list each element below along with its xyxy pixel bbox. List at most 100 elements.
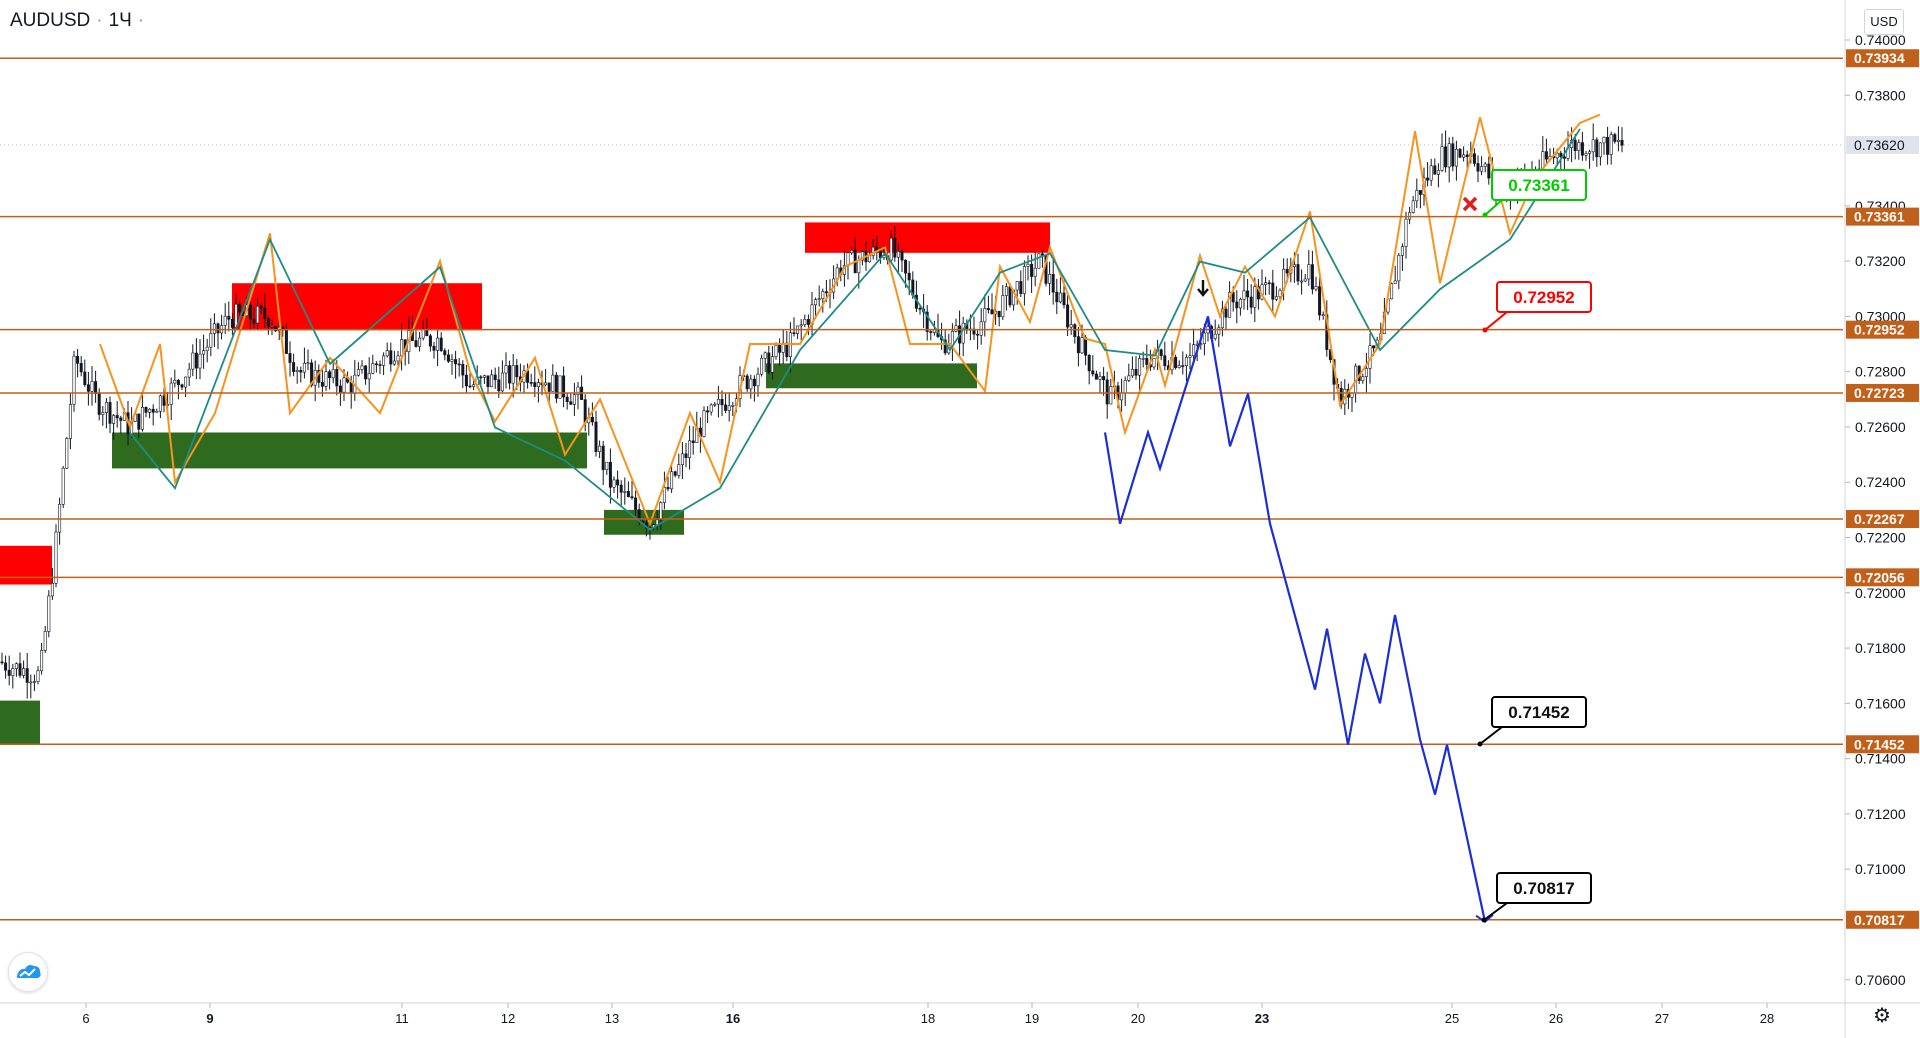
candle-body — [450, 359, 454, 362]
candle-body — [1008, 286, 1012, 306]
candle-body — [544, 382, 548, 386]
price-tick-label: 0.71200 — [1855, 806, 1906, 822]
price-tick-label: 0.72400 — [1855, 474, 1906, 490]
candle-body — [511, 365, 515, 384]
callout-pointer — [1479, 726, 1503, 745]
candle-body — [1087, 354, 1091, 372]
candle-body — [583, 399, 587, 424]
candle-body — [590, 416, 594, 423]
candle-body — [432, 345, 436, 351]
callout-pointer — [1483, 902, 1508, 921]
candle-body — [1544, 151, 1548, 160]
candle-body — [900, 251, 904, 261]
candle-body — [709, 404, 713, 413]
candle-body — [54, 531, 58, 584]
candle-body — [594, 421, 598, 452]
candle-body — [119, 417, 123, 421]
candle-body — [1271, 282, 1275, 300]
candle-body — [1040, 253, 1044, 256]
candle-body — [1458, 148, 1462, 158]
candle-body — [43, 631, 47, 651]
time-tick-label: 16 — [726, 1011, 740, 1026]
candle-body — [1616, 139, 1620, 142]
candle-body — [1184, 357, 1188, 366]
candle-body — [187, 368, 191, 378]
candle-body — [414, 340, 418, 347]
resistance-zone — [0, 545, 52, 585]
candle-body — [1307, 264, 1311, 280]
interval-label: 1Ч — [108, 10, 132, 31]
candle-body — [727, 405, 731, 411]
candle-body — [860, 251, 864, 261]
candle-body — [1015, 281, 1019, 291]
candle-body — [108, 402, 112, 424]
symbol-title[interactable]: AUDUSD · 1Ч · — [10, 10, 150, 32]
down-arrow-icon — [1197, 280, 1209, 297]
level-price-label: 0.71452 — [1854, 736, 1905, 752]
candle-body — [752, 378, 756, 387]
price-tick-label: 0.71800 — [1855, 640, 1906, 656]
level-price-badge — [1846, 735, 1919, 754]
candle-body — [97, 393, 101, 415]
candle-body — [101, 412, 105, 415]
candle-body — [536, 382, 540, 387]
candle-body — [1454, 148, 1458, 167]
support-zone — [0, 700, 40, 745]
candle-body — [61, 467, 65, 505]
price-tick-label: 0.71400 — [1855, 751, 1906, 767]
candle-body — [713, 403, 717, 406]
candle-body — [688, 440, 692, 458]
candle-body — [1562, 156, 1566, 159]
gear-icon[interactable]: ⚙ — [1873, 1005, 1891, 1027]
candle-body — [1588, 151, 1592, 154]
tradingview-logo-icon[interactable] — [8, 952, 48, 992]
candle-body — [295, 370, 299, 372]
zigzag-teal-line — [129, 128, 1581, 531]
candle-body — [382, 355, 386, 366]
time-tick-label: 12 — [501, 1011, 515, 1026]
candle-body — [1127, 375, 1131, 381]
candle-body — [331, 369, 335, 379]
candle-body — [1202, 332, 1206, 345]
level-price-label: 0.72056 — [1854, 569, 1905, 585]
candle-body — [1109, 386, 1113, 405]
candle-body — [238, 303, 242, 313]
candle-body — [360, 365, 364, 370]
candle-body — [385, 350, 389, 357]
time-tick-label: 26 — [1549, 1011, 1563, 1026]
candle-body — [724, 404, 728, 411]
candle-body — [151, 408, 155, 413]
time-tick-label: 13 — [605, 1011, 619, 1026]
candle-body — [598, 445, 602, 452]
candle-body — [443, 350, 447, 356]
candle-body — [184, 376, 188, 388]
candle-body — [1397, 255, 1401, 282]
candle-body — [605, 461, 609, 470]
candle-body — [1228, 292, 1232, 318]
candle-body — [558, 375, 562, 399]
candle-body — [612, 479, 616, 488]
candle-body — [454, 359, 458, 365]
candle-body — [194, 352, 198, 369]
candle-body — [490, 374, 494, 388]
candle-body — [389, 350, 393, 365]
candle-body — [1163, 355, 1167, 367]
candle-body — [173, 379, 177, 384]
candle-body — [47, 595, 51, 632]
candle-body — [868, 255, 872, 263]
candle-body — [274, 325, 278, 332]
candle-body — [1436, 170, 1440, 175]
time-tick-label: 18 — [921, 1011, 935, 1026]
support-zone — [112, 432, 587, 469]
currency-button[interactable]: USD — [1864, 9, 1904, 35]
callout-anchor-dot — [1481, 917, 1487, 923]
candle-body — [662, 487, 666, 503]
time-tick-label: 20 — [1131, 1011, 1145, 1026]
candle-body — [821, 291, 825, 300]
candle-body — [803, 319, 807, 326]
time-tick-label: 25 — [1445, 1011, 1459, 1026]
candle-body — [565, 396, 569, 403]
candle-body — [212, 323, 216, 334]
candle-body — [562, 375, 566, 398]
